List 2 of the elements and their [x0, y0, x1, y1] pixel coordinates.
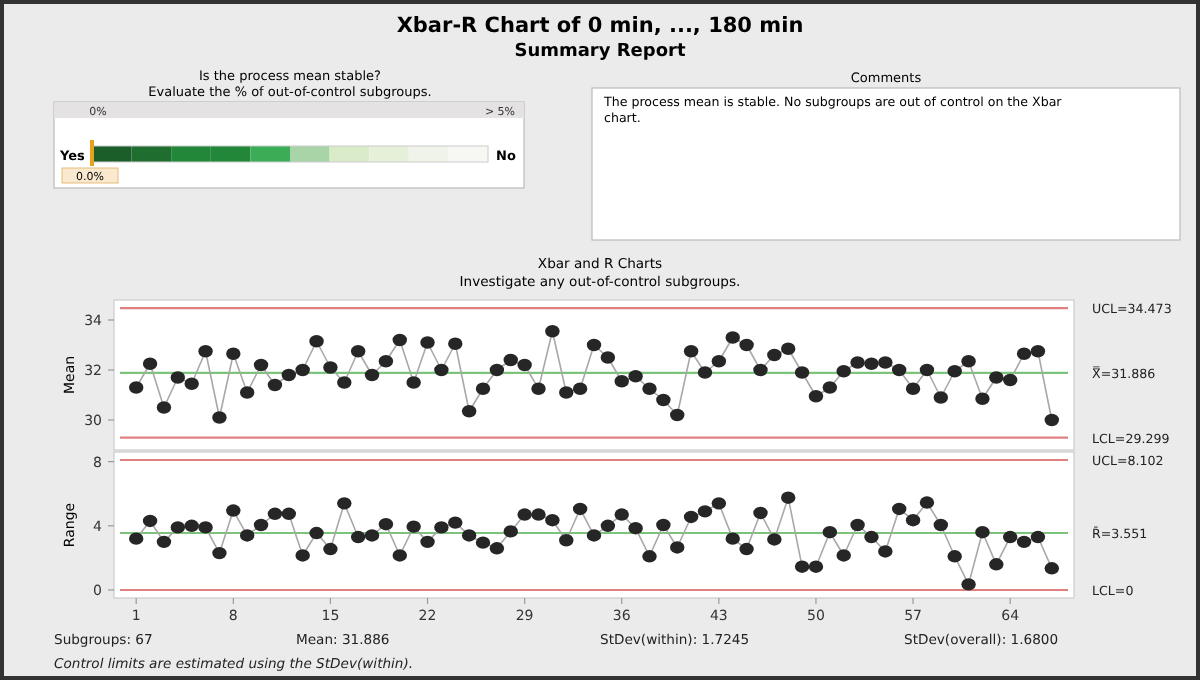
text: Summary Report [514, 42, 687, 62]
text: Xbar-R Chart of 0 min, ..., 180 min [396, 14, 804, 38]
